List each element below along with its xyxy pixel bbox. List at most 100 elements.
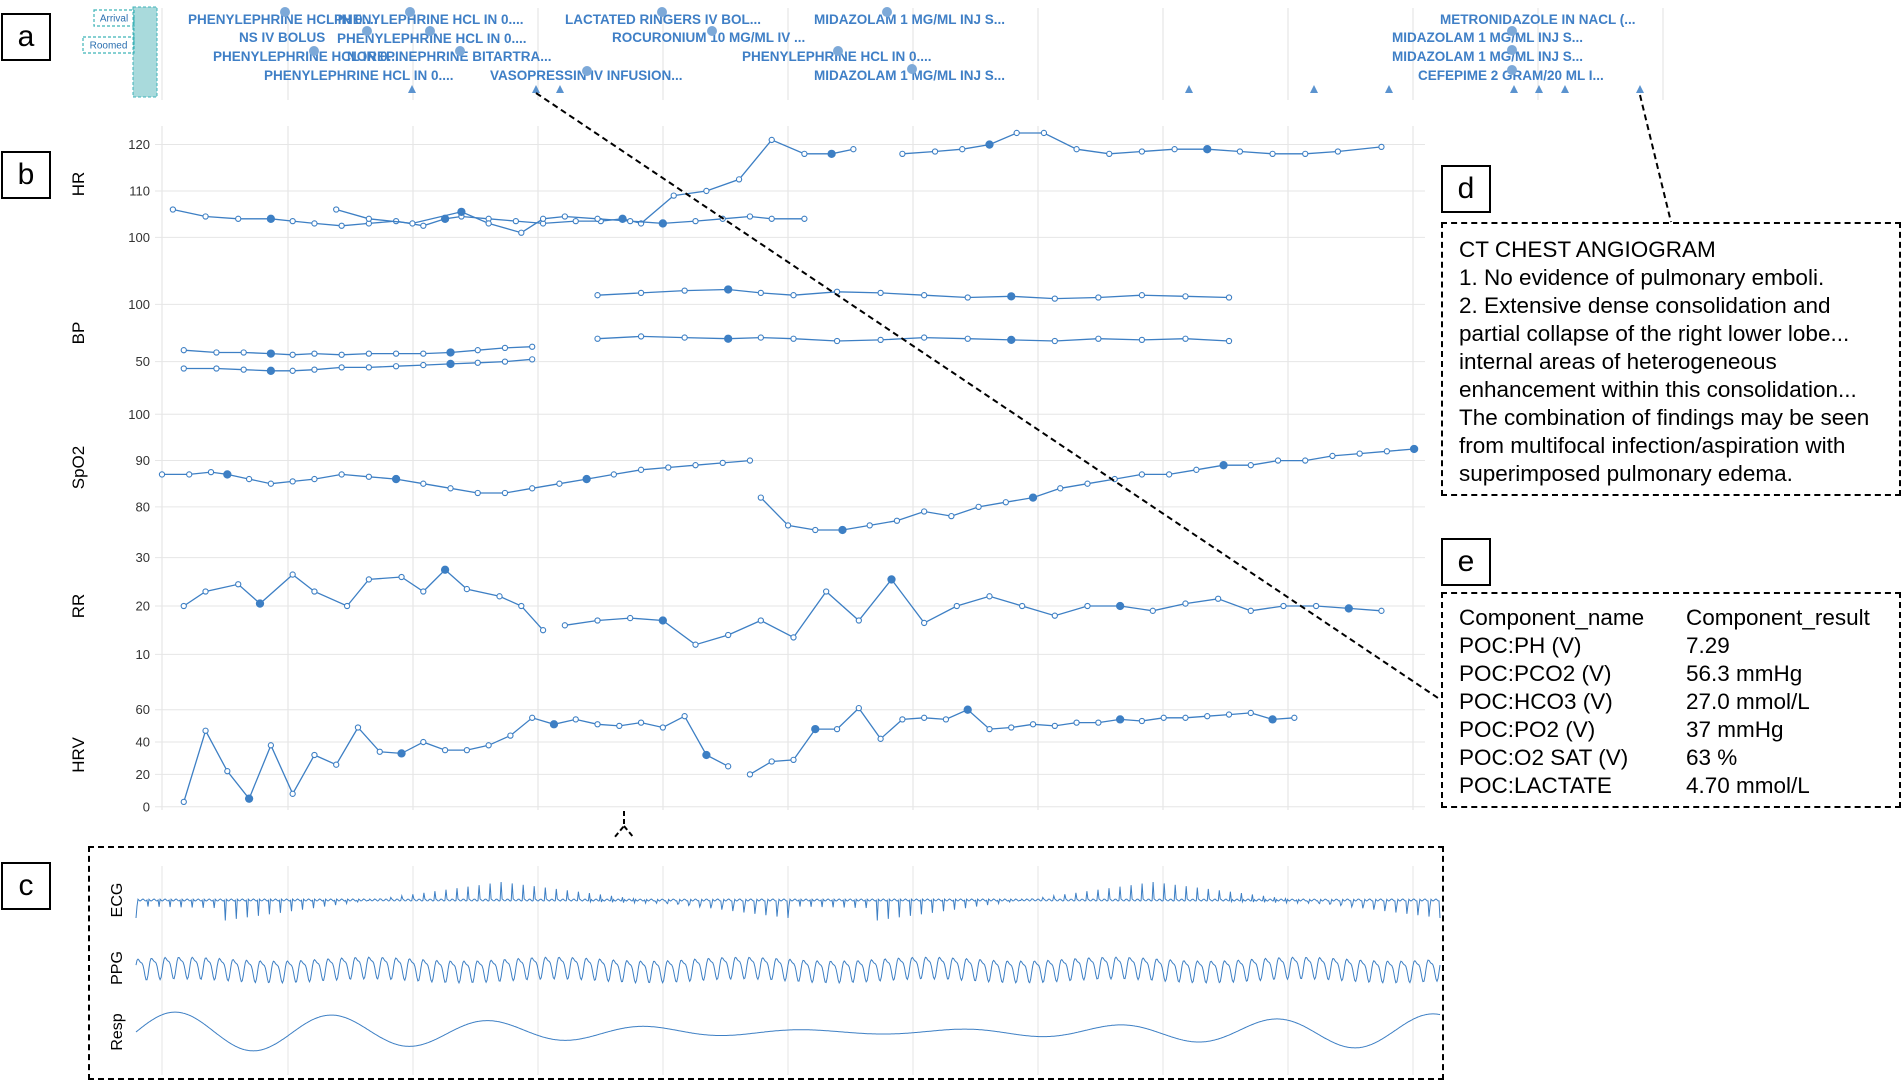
- report-title: CT CHEST ANGIOGRAM: [1459, 237, 1716, 262]
- data-point: [409, 220, 416, 227]
- series-line: [172, 139, 854, 227]
- data-point: [790, 292, 797, 299]
- y-tick-label: 50: [136, 354, 150, 369]
- data-point: [485, 220, 492, 227]
- data-point: [1138, 336, 1146, 344]
- data-point: [1138, 148, 1146, 155]
- data-point: [235, 581, 242, 588]
- data-point: [240, 349, 247, 356]
- data-point: [289, 367, 296, 374]
- vital-panel-hr: 100 110 120 HR: [69, 129, 1425, 245]
- data-point: [202, 213, 209, 220]
- data-point: [1073, 719, 1080, 726]
- data-point: [833, 337, 841, 345]
- vital-panel-rr: 10 20 30 RR: [69, 550, 1425, 662]
- data-point: [964, 335, 971, 342]
- lab-row-result: 37 mmHg: [1686, 717, 1784, 742]
- waveform-trace: [135, 881, 1441, 921]
- medication-dot: [425, 26, 435, 36]
- data-point: [529, 485, 536, 492]
- data-point: [681, 713, 688, 720]
- grid-layer: [161, 8, 1664, 810]
- data-point: [757, 617, 764, 624]
- medication-dot: [707, 26, 717, 36]
- data-point: [801, 150, 808, 157]
- data-point: [507, 732, 514, 739]
- data-point: [224, 768, 231, 775]
- data-point: [757, 494, 764, 501]
- lab-header-result: Component_result: [1686, 605, 1870, 630]
- data-point: [420, 738, 427, 746]
- data-point: [594, 721, 601, 728]
- data-point: [985, 140, 994, 149]
- y-tick-label: 110: [129, 183, 150, 198]
- administration-marker: [1385, 85, 1393, 93]
- medication-label: MIDAZOLAM 1 MG/ML INJ S...: [1392, 30, 1583, 45]
- series-line: [162, 459, 750, 494]
- administration-marker: [1510, 85, 1518, 93]
- report-line-3: partial collapse of the right lower lobe…: [1459, 321, 1850, 346]
- administration-marker: [1310, 85, 1318, 93]
- data-point: [1268, 715, 1277, 724]
- data-point: [986, 725, 993, 733]
- waveform-resp: Resp: [109, 1011, 1441, 1052]
- data-point: [784, 522, 792, 529]
- medication-label: CEFEPIME 2 GRAM/20 ML I...: [1418, 68, 1604, 83]
- medication-dot: [280, 7, 290, 17]
- data-point: [1291, 714, 1298, 721]
- series-line: [183, 715, 729, 803]
- series-line: [760, 448, 1415, 531]
- series-line: [902, 132, 1382, 155]
- data-point: [1138, 717, 1146, 725]
- lab-row-name: POC:PO2 (V): [1459, 717, 1596, 742]
- lab-results-box: Component_name Component_result POC:PH (…: [1441, 592, 1901, 808]
- data-point: [1007, 292, 1016, 301]
- data-point: [582, 474, 591, 484]
- waveform-label: ECG: [109, 883, 126, 918]
- y-tick-label: 40: [136, 735, 150, 750]
- data-point: [1236, 148, 1244, 155]
- data-point: [289, 351, 296, 358]
- data-point: [594, 292, 601, 299]
- data-point: [637, 333, 645, 340]
- data-point: [441, 746, 449, 754]
- lab-row-name: POC:PH (V): [1459, 633, 1582, 658]
- data-point: [420, 480, 427, 487]
- data-point: [1051, 722, 1058, 730]
- series-line: [564, 578, 1382, 646]
- connector-lab: [535, 92, 1442, 701]
- data-point: [338, 222, 345, 229]
- medication-label: METRONIDAZOLE IN NACL (...: [1440, 12, 1636, 27]
- administration-marker: [1636, 85, 1644, 93]
- data-point: [180, 365, 187, 372]
- medication-label: MIDAZOLAM 1 MG/ML INJ S...: [814, 68, 1005, 83]
- data-point: [1029, 721, 1037, 728]
- data-point: [921, 714, 928, 721]
- data-point: [1378, 143, 1385, 151]
- waveform-label: PPG: [109, 951, 126, 985]
- medication-dot: [455, 46, 465, 56]
- data-point: [887, 575, 896, 584]
- administration-marker: [1185, 85, 1193, 93]
- report-line-4: internal areas of heterogeneous: [1459, 349, 1777, 374]
- data-point: [921, 292, 928, 299]
- data-point: [1171, 146, 1178, 153]
- data-point: [724, 285, 733, 294]
- data-point: [724, 334, 733, 343]
- data-point: [670, 192, 677, 199]
- lab-header-name: Component_name: [1459, 605, 1645, 630]
- data-point: [616, 722, 623, 730]
- y-tick-label: 30: [136, 550, 150, 565]
- lab-row-result: 27.0 mmol/L: [1686, 689, 1810, 714]
- panel-label-c: c: [1, 862, 51, 910]
- medication-dot: [657, 7, 667, 17]
- data-point: [637, 719, 645, 726]
- data-point: [572, 217, 579, 225]
- data-point: [692, 462, 699, 469]
- series-line: [183, 568, 544, 631]
- y-tick-label: 20: [136, 599, 150, 614]
- data-point: [637, 466, 645, 473]
- medication-dot: [907, 64, 917, 74]
- data-point: [1051, 337, 1058, 345]
